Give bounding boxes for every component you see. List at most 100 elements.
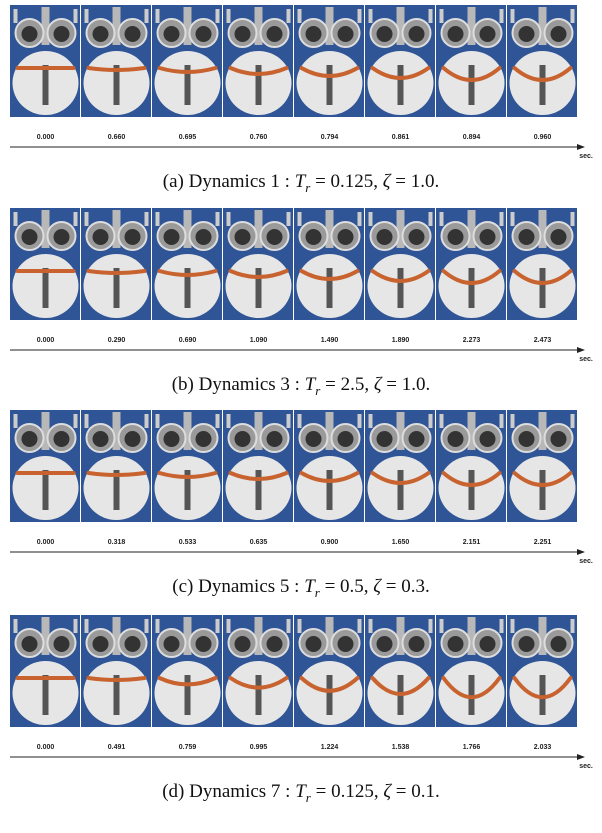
photo-frame: [507, 5, 577, 117]
eye: [164, 431, 180, 447]
caption-prefix: (a) Dynamics 1 :: [163, 171, 295, 192]
ear-post: [145, 414, 149, 428]
eye: [54, 636, 70, 652]
ear-post: [500, 414, 504, 428]
chin-bar: [540, 675, 546, 715]
ear-post: [369, 619, 373, 633]
time-label: 0.861: [392, 134, 410, 141]
photo-frame: [365, 615, 435, 727]
figure: 0.0000.6600.6950.7600.7940.8610.8940.960…: [0, 0, 602, 833]
ear-post: [571, 9, 575, 23]
ear-post: [216, 212, 220, 226]
photo-frame: [365, 5, 435, 117]
photo-frame: [152, 208, 222, 320]
photo-frame: [10, 5, 80, 117]
page: {"figure": {"panels": [ {"times": ["0.00…: [0, 0, 602, 833]
photo-frame: [152, 615, 222, 727]
eye: [409, 229, 425, 245]
time-label: 0.000: [37, 337, 55, 344]
ear-post: [156, 9, 160, 23]
photo-frame: [507, 615, 577, 727]
time-label: 1.538: [392, 744, 410, 751]
ear-post: [145, 9, 149, 23]
time-label: 2.033: [534, 744, 552, 751]
time-label: 0.695: [179, 134, 197, 141]
mouth: [89, 678, 145, 680]
eye: [235, 26, 251, 42]
time-label: 0.000: [37, 134, 55, 141]
eye: [196, 431, 212, 447]
eye: [480, 636, 496, 652]
t-value: = 0.125,: [310, 171, 382, 192]
time-unit: sec.: [579, 763, 593, 770]
photo-frame: [223, 208, 293, 320]
ear-post: [298, 212, 302, 226]
ear-post: [74, 619, 78, 633]
eye: [196, 636, 212, 652]
time-label: 0.533: [179, 539, 197, 546]
chin-bar: [469, 268, 475, 308]
ear-post: [156, 414, 160, 428]
eye: [519, 431, 535, 447]
eye: [125, 636, 141, 652]
eye: [196, 229, 212, 245]
eye: [93, 431, 109, 447]
eye: [377, 229, 393, 245]
ear-post: [298, 9, 302, 23]
time-label: 0.660: [108, 134, 126, 141]
eye: [164, 26, 180, 42]
time-label: 0.900: [321, 539, 339, 546]
eye: [267, 431, 283, 447]
eye: [306, 229, 322, 245]
eye: [338, 431, 354, 447]
panel: 0.0000.2900.6901.0901.4901.8902.2732.473…: [10, 208, 593, 398]
time-label: 2.473: [534, 337, 552, 344]
ear-post: [429, 619, 433, 633]
ear-post: [571, 414, 575, 428]
ear-post: [85, 619, 89, 633]
eye: [519, 26, 535, 42]
photo-frame: [10, 615, 80, 727]
zeta-value: = 0.3.: [381, 576, 430, 597]
photo-frame: [81, 208, 151, 320]
eye: [377, 26, 393, 42]
time-label: 0.000: [37, 744, 55, 751]
ear-post: [14, 212, 18, 226]
ear-post: [287, 9, 291, 23]
chin-bar: [43, 65, 49, 105]
caption-prefix: (d) Dynamics 7 :: [162, 781, 295, 802]
photo-frame: [436, 615, 506, 727]
caption-prefix: (c) Dynamics 5 :: [172, 576, 304, 597]
ear-post: [156, 212, 160, 226]
ear-post: [14, 9, 18, 23]
mouth: [89, 473, 145, 475]
eye: [125, 26, 141, 42]
time-label: 2.251: [534, 539, 552, 546]
eye: [93, 26, 109, 42]
chin-bar: [540, 268, 546, 308]
eye: [377, 431, 393, 447]
ear-post: [227, 414, 231, 428]
photo-frame: [507, 208, 577, 320]
ear-post: [500, 9, 504, 23]
eye: [448, 26, 464, 42]
photo-frame: [294, 410, 364, 522]
ear-post: [369, 9, 373, 23]
caption: (d) Dynamics 7 : Tr = 0.125, ζ = 0.1.: [162, 781, 440, 805]
time-label: 0.894: [463, 134, 481, 141]
eye: [338, 26, 354, 42]
ear-post: [358, 9, 362, 23]
eye: [93, 636, 109, 652]
chin-bar: [398, 470, 404, 510]
ear-post: [511, 414, 515, 428]
chin-bar: [43, 268, 49, 308]
chin-bar: [43, 675, 49, 715]
ear-post: [511, 9, 515, 23]
ear-post: [85, 9, 89, 23]
ear-post: [156, 619, 160, 633]
chin-bar: [256, 675, 262, 715]
eye: [196, 26, 212, 42]
caption: (c) Dynamics 5 : Tr = 0.5, ζ = 0.3.: [172, 576, 429, 600]
eye: [519, 636, 535, 652]
